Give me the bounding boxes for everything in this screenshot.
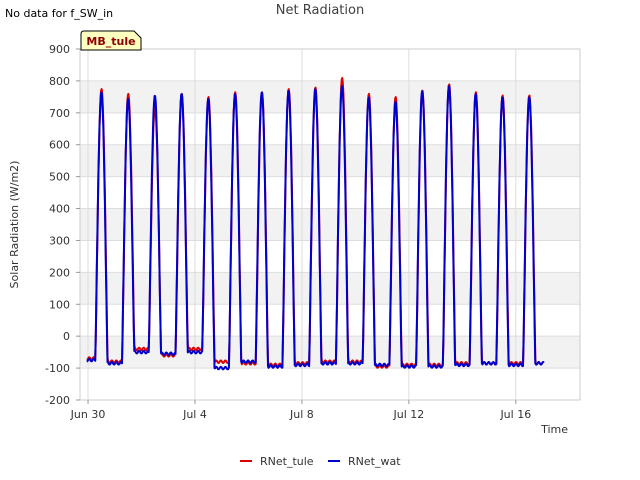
y-tick-label: 300 [49, 234, 70, 247]
y-tick-label: 200 [49, 266, 70, 279]
y-tick-label: 100 [49, 298, 70, 311]
legend-label-RNet_tule: RNet_tule [260, 455, 314, 468]
no-data-note: No data for f_SW_in [5, 7, 114, 20]
x-tick-label: Jul 4 [182, 408, 207, 421]
grid-band [80, 272, 580, 305]
grid-band [80, 208, 580, 241]
grid-band [80, 144, 580, 177]
x-tick-label: Jul 12 [392, 408, 424, 421]
x-tick-label: Jun 30 [70, 408, 106, 421]
plot-border [79, 48, 581, 401]
legend-label-RNet_wat: RNet_wat [348, 455, 401, 468]
y-axis-label: Solar Radiation (W/m2) [8, 161, 21, 289]
series-line-RNet_wat [86, 85, 545, 371]
y-tick-label: 800 [49, 75, 70, 88]
y-tick-label: 0 [63, 330, 70, 343]
y-tick-label: -200 [45, 394, 70, 407]
y-tick-label: 700 [49, 107, 70, 120]
series-group [86, 77, 545, 371]
site-badge-label: MB_tule [86, 35, 135, 48]
x-tick-label: Jul 8 [289, 408, 314, 421]
grid-band [80, 80, 580, 113]
y-tick-label: -100 [45, 362, 70, 375]
x-tick-label: Jul 16 [499, 408, 531, 421]
y-tick-label: 600 [49, 139, 70, 152]
chart-title: Net Radiation [275, 3, 365, 18]
y-tick-label: 500 [49, 171, 70, 184]
site-badge [80, 30, 142, 51]
x-axis-label: Time [540, 423, 568, 436]
y-tick-label: 900 [49, 43, 70, 56]
y-tick-label: 400 [49, 203, 70, 216]
